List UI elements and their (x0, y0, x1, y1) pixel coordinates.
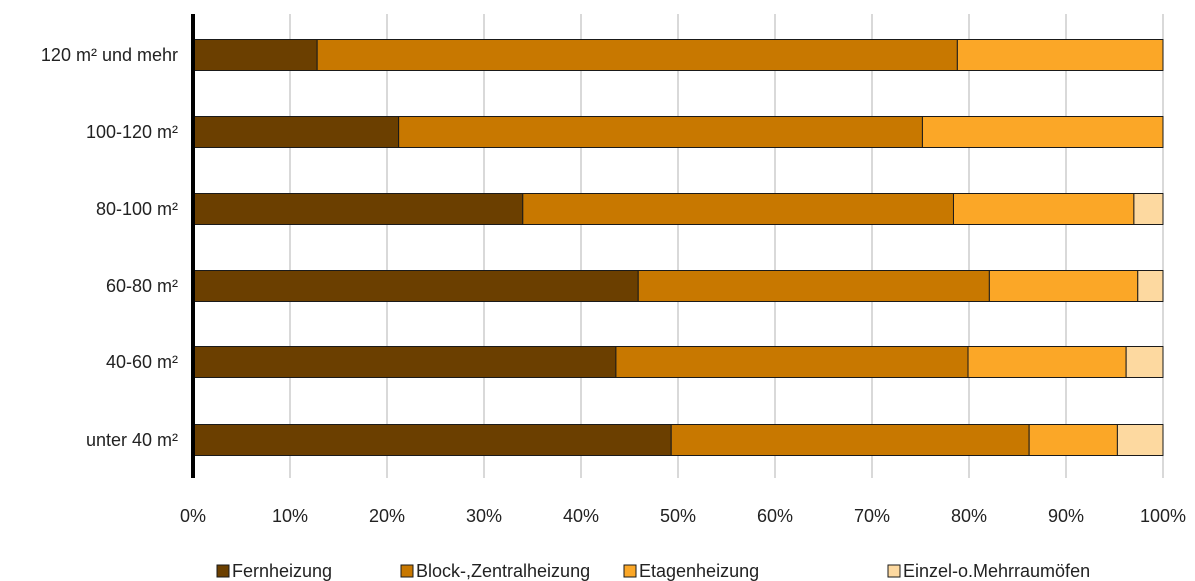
x-tick-label: 70% (854, 506, 890, 526)
x-tick-label: 30% (466, 506, 502, 526)
legend-label: Block-,Zentralheizung (416, 561, 590, 581)
legend-swatch (216, 564, 230, 578)
bar-segment (192, 116, 400, 148)
x-tick-label: 80% (951, 506, 987, 526)
category-label: 120 m² und mehr (41, 45, 178, 65)
category-label: 80-100 m² (96, 199, 178, 219)
bar-segment (316, 39, 958, 71)
gridlines (289, 14, 1164, 478)
bar-segment (192, 39, 318, 71)
bar-segment (1125, 346, 1164, 378)
legend: Fernheizung Block-,Zentralheizung Etagenhe… (216, 561, 1090, 581)
legend-swatch (400, 564, 414, 578)
bar-segment (952, 193, 1135, 225)
x-tick-label: 60% (757, 506, 793, 526)
x-tick-label: 0% (180, 506, 206, 526)
legend-swatch (623, 564, 637, 578)
legend-swatch (887, 564, 901, 578)
x-tick-label: 40% (563, 506, 599, 526)
bar-segment (1133, 193, 1164, 225)
bar-segment (1028, 424, 1118, 456)
category-label: 40-60 m² (106, 352, 178, 372)
bar-segment (988, 270, 1139, 302)
legend-item: Einzel-o.Mehrraumöfen (887, 561, 1090, 581)
legend-item: Etagenheizung (623, 561, 759, 581)
bar-segment (670, 424, 1030, 456)
category-label: unter 40 m² (86, 430, 178, 450)
legend-label: Fernheizung (232, 561, 332, 581)
bar-segment (615, 346, 969, 378)
legend-label: Einzel-o.Mehrraumöfen (903, 561, 1090, 581)
bar-segment (192, 424, 672, 456)
category-label: 60-80 m² (106, 276, 178, 296)
bars (192, 39, 1164, 456)
bar-segment (398, 116, 923, 148)
bar-segment (192, 193, 524, 225)
bar-segment (637, 270, 990, 302)
bar-segment (1116, 424, 1164, 456)
legend-item: Block-,Zentralheizung (400, 561, 590, 581)
bar-segment (967, 346, 1127, 378)
bar-segment (522, 193, 954, 225)
legend-item: Fernheizung (216, 561, 332, 581)
bar-segment (956, 39, 1164, 71)
category-labels: 120 m² und mehr 100-120 m² 80-100 m² 60-80 … (41, 45, 178, 450)
bar-segment (1137, 270, 1164, 302)
x-tick-label: 50% (660, 506, 696, 526)
category-label: 100-120 m² (86, 122, 178, 142)
x-tick-labels: 0% 10% 20% 30% 40% 50% 60% 70% 80% 90% 100% (180, 506, 1186, 526)
x-tick-label: 100% (1140, 506, 1186, 526)
bar-segment (192, 270, 639, 302)
bar-segment (921, 116, 1164, 148)
x-tick-label: 90% (1048, 506, 1084, 526)
x-tick-label: 20% (369, 506, 405, 526)
legend-label: Etagenheizung (639, 561, 759, 581)
bar-segment (192, 346, 617, 378)
x-tick-label: 10% (272, 506, 308, 526)
